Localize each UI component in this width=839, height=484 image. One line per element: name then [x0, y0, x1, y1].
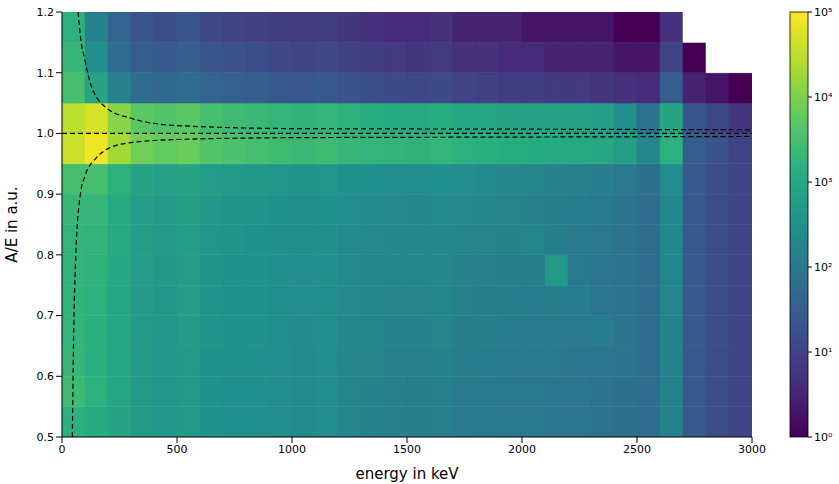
svg-text:2500: 2500: [623, 443, 651, 456]
svg-text:500: 500: [167, 443, 188, 456]
svg-text:0.5: 0.5: [37, 431, 55, 444]
svg-text:0: 0: [59, 443, 66, 456]
svg-text:1500: 1500: [393, 443, 421, 456]
svg-text:10¹: 10¹: [814, 346, 832, 359]
svg-text:0.6: 0.6: [37, 370, 55, 383]
svg-text:1000: 1000: [278, 443, 306, 456]
svg-text:1.2: 1.2: [37, 6, 55, 19]
svg-text:10⁵: 10⁵: [814, 6, 832, 19]
svg-text:2000: 2000: [508, 443, 536, 456]
svg-text:0.9: 0.9: [37, 188, 55, 201]
svg-text:10²: 10²: [814, 261, 832, 274]
svg-text:0.8: 0.8: [37, 249, 55, 262]
svg-text:3000: 3000: [738, 443, 766, 456]
svg-text:10³: 10³: [814, 176, 832, 189]
svg-text:0.7: 0.7: [37, 309, 55, 322]
svg-text:10⁴: 10⁴: [814, 91, 833, 104]
svg-text:1.0: 1.0: [37, 127, 55, 140]
svg-text:1.1: 1.1: [37, 67, 55, 80]
svg-text:10⁰: 10⁰: [814, 431, 833, 444]
svg-text:A/E in a.u.: A/E in a.u.: [3, 186, 21, 262]
svg-text:energy in keV: energy in keV: [355, 465, 459, 483]
